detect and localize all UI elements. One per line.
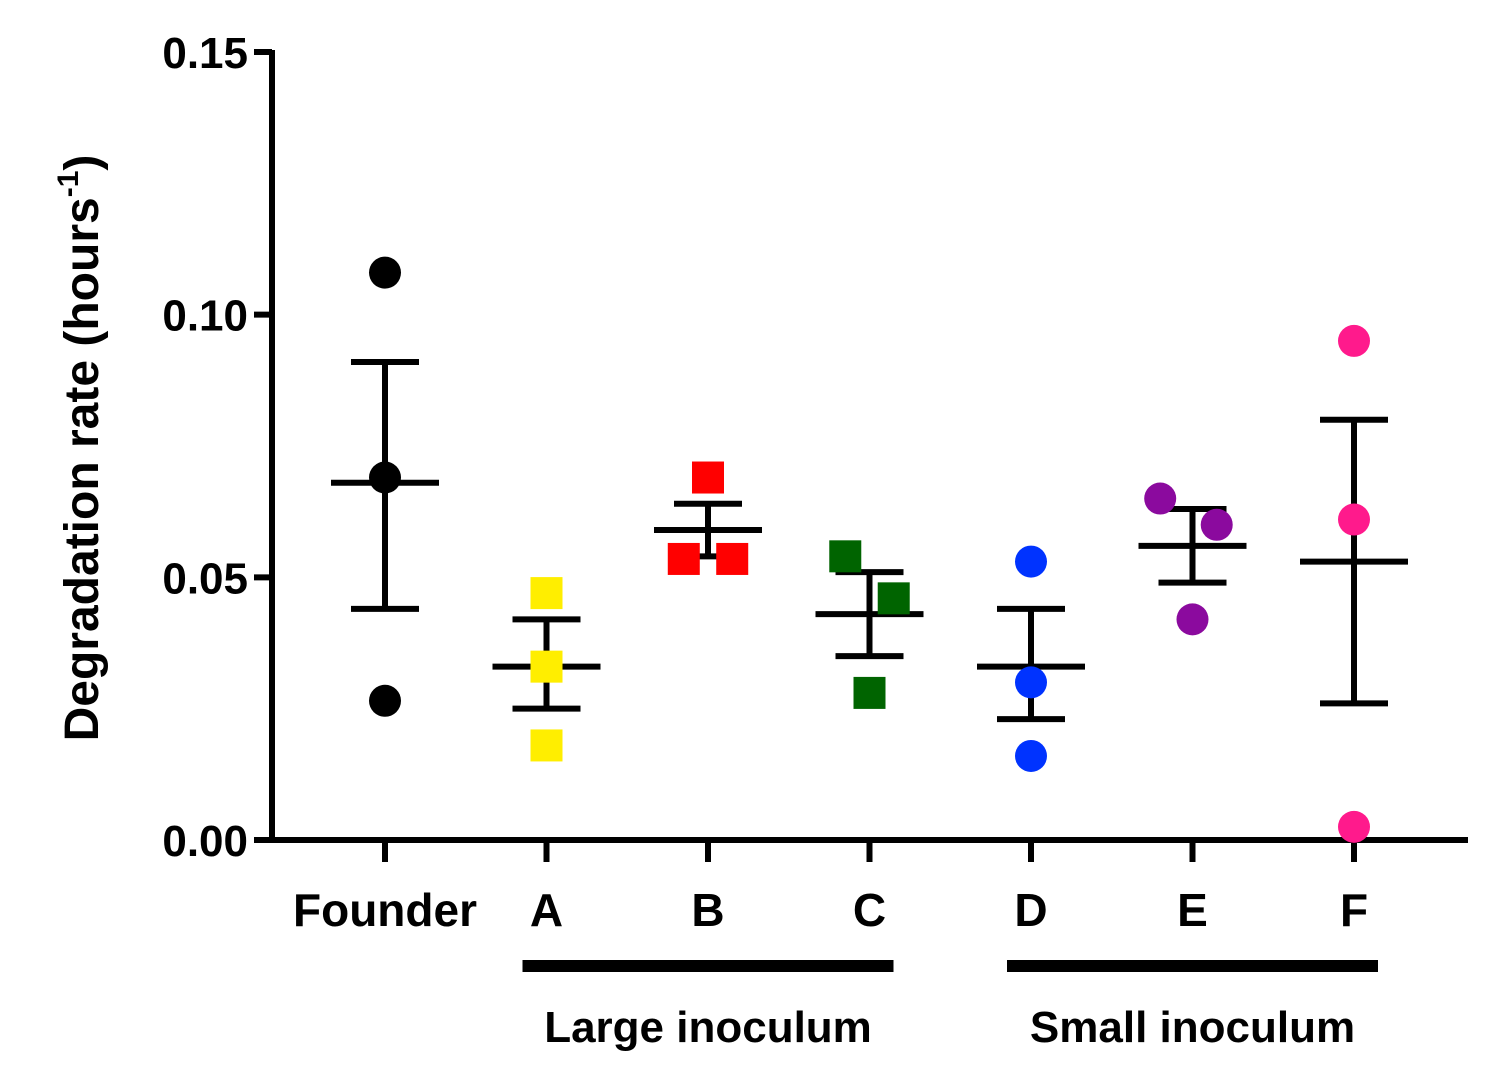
data-point [1144, 482, 1177, 515]
x-tick-label: D [1014, 884, 1047, 936]
group-label: Large inoculum [544, 1003, 872, 1052]
error-bars [331, 358, 1408, 723]
y-tick-label: 0.15 [162, 29, 248, 78]
data-point [829, 540, 862, 573]
data-point [369, 461, 401, 494]
data-point [1176, 603, 1209, 636]
data-point [1338, 810, 1370, 843]
y-axis-ticks: 0.00 0.05 0.10 0.15 [162, 29, 272, 866]
data-point [853, 676, 886, 709]
data-point [692, 461, 724, 494]
x-axis-labels: Founder A B C D E F [293, 840, 1368, 936]
data-point [369, 256, 401, 289]
y-tick-label: 0.00 [162, 817, 248, 866]
data-point [369, 684, 401, 717]
data-point [530, 577, 563, 610]
y-tick-label: 0.10 [162, 292, 248, 341]
data-point [1015, 666, 1047, 699]
data-point [530, 650, 563, 683]
x-tick-label: A [530, 884, 563, 936]
group-brackets: Large inoculum Small inoculum [522, 960, 1378, 1052]
x-tick-label: F [1340, 884, 1368, 936]
x-tick-label: B [691, 884, 724, 936]
x-tick-label: Founder [293, 884, 477, 936]
group-label: Small inoculum [1030, 1003, 1355, 1052]
data-point [1338, 324, 1370, 357]
data-point [716, 542, 749, 575]
data-points [369, 256, 1370, 843]
y-axis-title: Degradation rate (hours-1) [52, 155, 109, 742]
data-point [1015, 545, 1047, 578]
data-point [1200, 508, 1233, 541]
x-tick-label: C [853, 884, 886, 936]
x-tick-label: E [1177, 884, 1208, 936]
data-point [1338, 503, 1370, 536]
data-point [530, 729, 563, 762]
data-point [1015, 739, 1047, 772]
data-point [877, 582, 910, 615]
data-point [667, 542, 700, 575]
axes [269, 50, 1468, 843]
y-tick-label: 0.05 [162, 554, 248, 603]
